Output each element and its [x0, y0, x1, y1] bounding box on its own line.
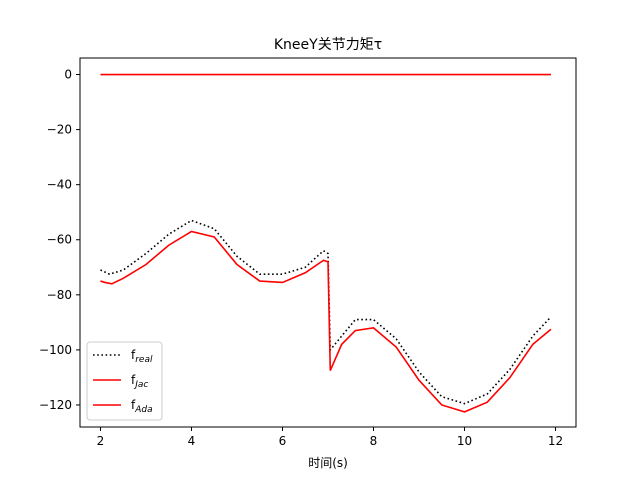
legend: freal fJac fAda: [86, 341, 163, 421]
series-layer: [100, 73, 552, 413]
y-tick-label: 0: [64, 68, 72, 82]
y-tick-label: −100: [39, 343, 72, 357]
x-axis-label: 时间(s): [308, 456, 348, 470]
y-tick-label: −80: [47, 288, 72, 302]
chart-title: KneeY关节力矩τ: [274, 37, 382, 53]
x-tick-label: 2: [97, 434, 105, 448]
plot-frame: [79, 57, 577, 428]
x-tick-label: 12: [548, 434, 563, 448]
legend-label-jac: fJac: [131, 373, 148, 390]
y-tick-label: −40: [47, 178, 72, 192]
legend-box: [86, 341, 163, 421]
series-line-ada: [100, 230, 552, 413]
legend-label-ada: fAda: [131, 398, 153, 415]
x-tick-label: 6: [279, 434, 287, 448]
series-line-real: [100, 219, 552, 405]
x-tick-label: 4: [188, 434, 196, 448]
x-tick-label: 10: [457, 434, 472, 448]
x-tick-label: 8: [370, 434, 378, 448]
y-axis: 0 −20 −40 −60 −80 −100 −120: [39, 68, 80, 412]
y-tick-label: −20: [47, 123, 72, 137]
x-axis: 2 4 6 8 10 12: [97, 427, 563, 448]
y-tick-label: −120: [39, 398, 72, 412]
legend-label-real: freal: [131, 348, 153, 365]
y-tick-label: −60: [47, 233, 72, 247]
